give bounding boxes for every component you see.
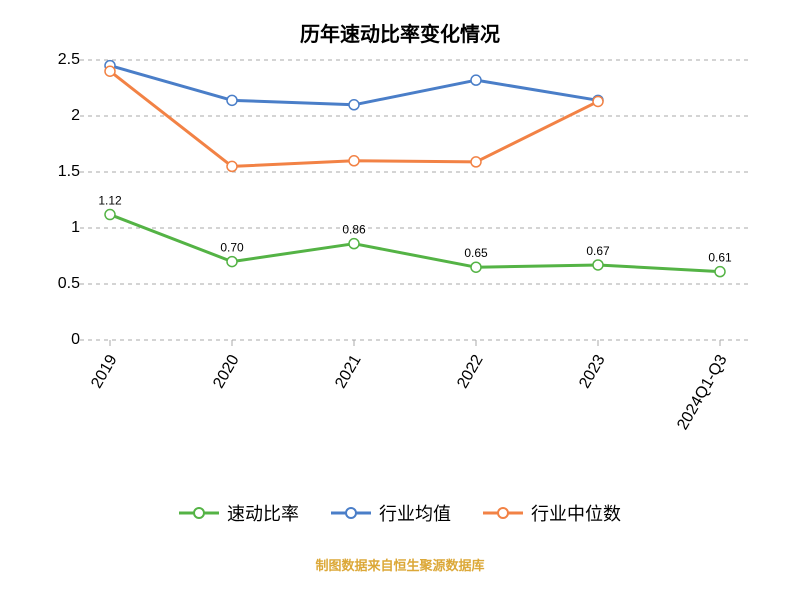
- x-tick-label: 2024Q1-Q3: [674, 352, 731, 433]
- svg-text:0.61: 0.61: [708, 251, 732, 265]
- x-tick-label: 2020: [210, 352, 243, 392]
- plot-area: 1.12 0.70 0.86 0.65 0.67 0.61: [80, 60, 750, 340]
- legend-item: 速动比率: [179, 500, 299, 526]
- y-tick-label: 0.5: [0, 275, 80, 293]
- legend-marker: [179, 505, 219, 521]
- svg-text:0.67: 0.67: [586, 244, 610, 258]
- x-tick-label: 2019: [88, 352, 121, 392]
- source-text: 制图数据来自恒生聚源数据库: [0, 555, 800, 574]
- x-tick-label: 2021: [332, 352, 365, 392]
- legend-item: 行业中位数: [483, 500, 621, 526]
- legend-label: 行业均值: [379, 500, 451, 526]
- chart-container: 历年速动比率变化情况 1.12 0.70 0.86 0.65 0.67 0.61 0 0.5…: [0, 0, 800, 600]
- svg-text:0.86: 0.86: [342, 223, 366, 237]
- y-tick-label: 1: [0, 219, 80, 237]
- plot-svg: 1.12 0.70 0.86 0.65 0.67 0.61: [80, 60, 750, 340]
- y-tick-label: 2.5: [0, 51, 80, 69]
- svg-text:1.12: 1.12: [98, 194, 122, 208]
- legend-label: 行业中位数: [531, 500, 621, 526]
- legend-label: 速动比率: [227, 500, 299, 526]
- x-tick-label: 2022: [454, 352, 487, 392]
- legend-item: 行业均值: [331, 500, 451, 526]
- x-tick-label: 2023: [576, 352, 609, 392]
- legend-marker: [483, 505, 523, 521]
- svg-text:0.65: 0.65: [464, 246, 488, 260]
- svg-text:0.70: 0.70: [220, 241, 244, 255]
- legend-marker: [331, 505, 371, 521]
- y-tick-label: 0: [0, 331, 80, 349]
- y-tick-label: 2: [0, 107, 80, 125]
- y-tick-label: 1.5: [0, 163, 80, 181]
- legend: 速动比率 行业均值 行业中位数: [0, 500, 800, 526]
- chart-title: 历年速动比率变化情况: [0, 18, 800, 47]
